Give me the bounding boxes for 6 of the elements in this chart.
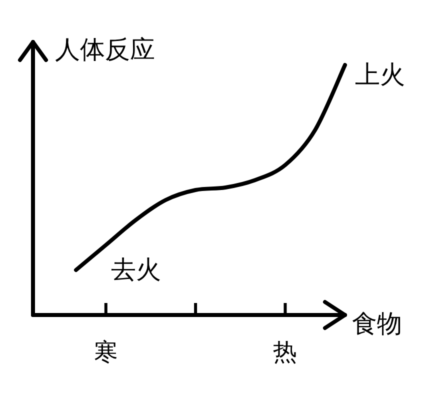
annotation: 上火 <box>355 60 405 89</box>
annotation: 去火 <box>111 255 161 284</box>
xlabel: 食物 <box>352 309 402 338</box>
x-tick: 寒 <box>94 338 118 366</box>
ylabel: 人体反应 <box>55 35 155 64</box>
x-tick: 热 <box>273 338 298 366</box>
